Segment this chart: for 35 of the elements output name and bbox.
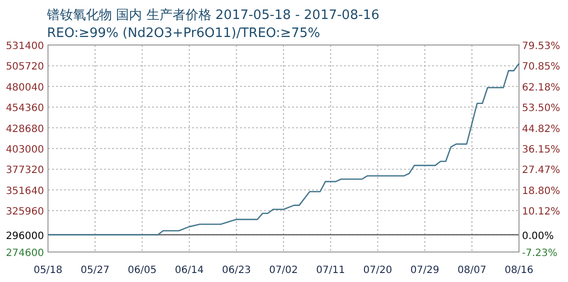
chart-title: 镨钕氧化物 国内 生产者价格 2017-05-18 - 2017-08-16 bbox=[46, 8, 380, 23]
y-tick-label: 274600 bbox=[6, 248, 44, 259]
y2-tick-label: 79.53% bbox=[522, 41, 560, 52]
x-tick-label: 07/29 bbox=[410, 265, 440, 276]
x-tick-label: 07/11 bbox=[316, 265, 346, 276]
y-tick-label: 296000 bbox=[6, 230, 44, 242]
x-tick-label: 05/27 bbox=[80, 265, 110, 276]
y-tick-label: 351640 bbox=[6, 186, 44, 197]
y-tick-label: 531400 bbox=[6, 41, 44, 52]
y-tick-label: 377320 bbox=[6, 165, 44, 176]
y2-tick-label: 62.18% bbox=[522, 82, 560, 94]
y-tick-label: 505720 bbox=[6, 62, 44, 73]
x-tick-label: 08/07 bbox=[457, 265, 486, 276]
x-tick-label: 06/23 bbox=[222, 265, 251, 276]
y-tick-label: 454360 bbox=[6, 103, 44, 114]
y2-tick-label: 27.47% bbox=[522, 165, 560, 176]
x-tick-label: 05/18 bbox=[34, 265, 62, 276]
x-tick-label: 06/14 bbox=[174, 265, 204, 276]
y2-tick-label: 18.80% bbox=[522, 186, 560, 197]
x-tick-label: 08/16 bbox=[504, 265, 534, 276]
x-tick-label: 06/05 bbox=[128, 265, 157, 276]
x-tick-label: 07/20 bbox=[363, 265, 392, 276]
y-tick-label: 480040 bbox=[6, 82, 44, 94]
y-tick-label: 428680 bbox=[6, 124, 44, 135]
y-tick-label: 325960 bbox=[6, 206, 44, 218]
y2-tick-label: 36.15% bbox=[522, 144, 560, 156]
y-tick-label: 403000 bbox=[6, 144, 44, 156]
y2-tick-label: 0.00% bbox=[522, 230, 554, 242]
y2-tick-label: -7.23% bbox=[522, 248, 558, 259]
x-tick-label: 07/02 bbox=[269, 265, 298, 276]
y2-tick-label: 10.12% bbox=[522, 206, 560, 218]
y2-tick-label: 53.50% bbox=[522, 103, 560, 114]
y2-tick-label: 70.85% bbox=[522, 62, 560, 73]
chart-subtitle: REO:≥99% (Nd2O3+Pr6O11)/TREO:≥75% bbox=[47, 26, 320, 41]
y2-tick-label: 44.82% bbox=[522, 124, 560, 135]
